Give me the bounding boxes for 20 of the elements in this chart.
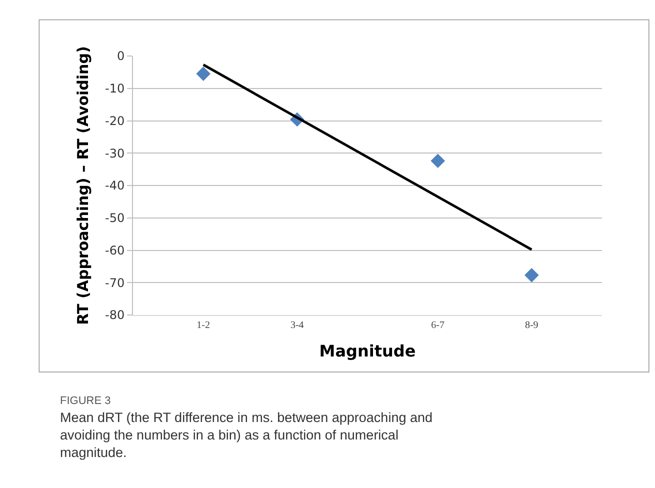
y-tick-label: -80 [104, 308, 125, 322]
x-tick-label: 8-9 [524, 320, 538, 331]
y-tick-label: -40 [104, 178, 125, 193]
y-tick-label: -20 [104, 114, 125, 128]
y-tick-label: -60 [104, 243, 125, 258]
y-tick-label: 0 [116, 49, 125, 64]
text: Mean dRT (the RT difference in ms. between approaching and avoiding the numbers in a bin) as a function of numerical magnitude. [60, 410, 432, 460]
y-axis-title: RT (Approaching) – RT (Avoiding) [74, 46, 92, 325]
point [430, 154, 445, 168]
x-tick-label: 6-7 [431, 320, 445, 331]
x-tick-label: 3-4 [290, 320, 304, 331]
y-tick-label: -30 [104, 146, 125, 160]
point [524, 268, 539, 282]
caption: FIGURE 3 [60, 395, 111, 407]
y-tick-label: -70 [104, 276, 125, 290]
x-axis-title: Magnitude [319, 342, 416, 361]
y-tick-label: -50 [104, 211, 125, 226]
x-tick-label: 1-2 [196, 320, 210, 331]
y-tick-label: -10 [104, 82, 125, 96]
point [196, 66, 210, 81]
